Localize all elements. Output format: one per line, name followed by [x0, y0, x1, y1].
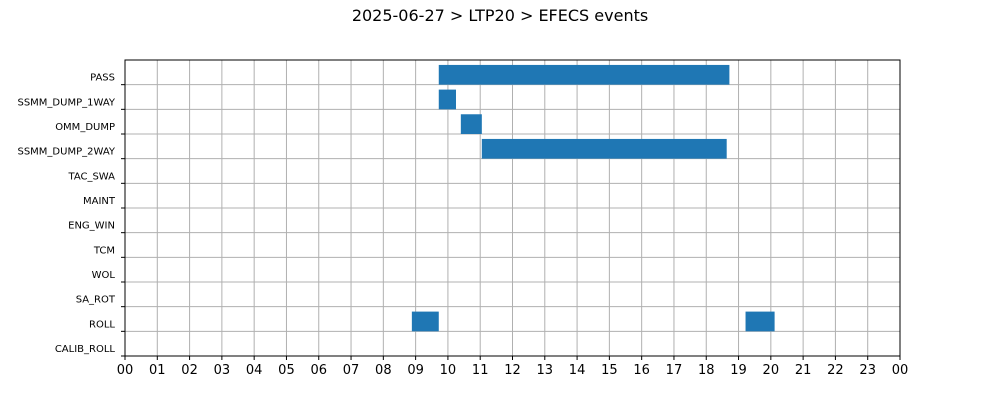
event-bar — [438, 64, 730, 85]
x-tick-label: 12 — [504, 363, 521, 378]
y-tick-label: SSMM_DUMP_2WAY — [17, 147, 115, 158]
x-tick-label: 07 — [343, 363, 360, 378]
event-bars — [411, 64, 775, 332]
x-tick-label: 11 — [472, 363, 489, 378]
x-tick-label: 14 — [569, 363, 586, 378]
event-bar — [745, 311, 775, 332]
x-tick-label: 18 — [698, 363, 715, 378]
x-tick-label: 23 — [859, 363, 876, 378]
y-tick-label: MAINT — [83, 196, 116, 207]
event-bar — [411, 311, 439, 332]
y-axis: PASS SSMM_DUMP_1WAY OMM_DUMP SSMM_DUMP_2WAY… — [17, 73, 125, 357]
x-tick-label: 08 — [375, 363, 392, 378]
x-tick-label: 20 — [763, 363, 780, 378]
x-tick-label: 06 — [310, 363, 327, 378]
x-tick-label: 01 — [149, 363, 166, 378]
chart-title: 2025-06-27 > LTP20 > EFECS events — [351, 6, 649, 25]
y-tick-label: CALIB_ROLL — [55, 344, 116, 355]
y-tick-label: ENG_WIN — [68, 221, 115, 232]
x-tick-label: 05 — [278, 363, 295, 378]
grid-lines — [125, 60, 900, 356]
x-tick-label: 15 — [601, 363, 618, 378]
y-tick-label: TCM — [93, 245, 115, 256]
event-bar — [460, 114, 482, 134]
x-tick-label: 09 — [407, 363, 424, 378]
x-tick-label: 02 — [181, 363, 198, 378]
x-tick-label: 04 — [246, 363, 263, 378]
x-axis: 00 01 02 03 04 05 06 07 08 09 10 11 12 13 14 15 16 17 18 19… — [117, 356, 909, 378]
y-tick-label: TAC_SWA — [67, 171, 115, 182]
x-tick-label: 00 — [117, 363, 134, 378]
y-tick-label: SA_ROT — [76, 295, 116, 306]
x-tick-label: 19 — [730, 363, 747, 378]
y-tick-label: ROLL — [89, 319, 115, 330]
x-tick-label: 16 — [633, 363, 650, 378]
y-tick-label: SSMM_DUMP_1WAY — [17, 97, 115, 108]
x-tick-label: 13 — [537, 363, 554, 378]
event-bar — [481, 138, 727, 159]
x-tick-label: 10 — [440, 363, 457, 378]
y-tick-label: PASS — [90, 73, 115, 84]
y-tick-label: WOL — [92, 270, 116, 281]
x-tick-label: 17 — [666, 363, 683, 378]
x-tick-label: 00 — [892, 363, 909, 378]
x-tick-label: 22 — [827, 363, 844, 378]
x-tick-label: 03 — [214, 363, 231, 378]
event-bar — [438, 89, 456, 110]
x-tick-label: 21 — [795, 363, 812, 378]
y-tick-label: OMM_DUMP — [55, 122, 115, 133]
